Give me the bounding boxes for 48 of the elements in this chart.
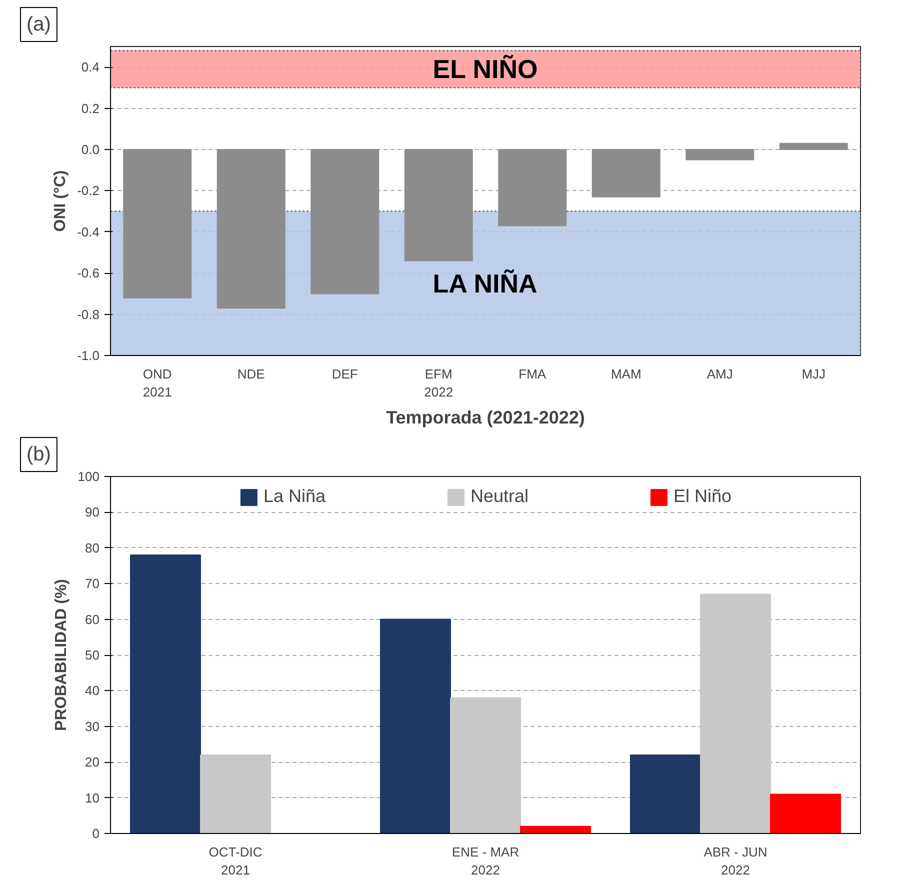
x-tick-label: OCT-DIC 2021 bbox=[208, 844, 262, 878]
x-tick-label: ENE - MAR 2022 bbox=[452, 844, 520, 878]
x-tick-label: MJJ bbox=[802, 366, 826, 382]
y-tick-label: 100 bbox=[78, 469, 100, 484]
text: (b) bbox=[26, 444, 51, 466]
y-tick-label: 20 bbox=[85, 754, 100, 770]
y-tick-label: 0 bbox=[92, 826, 100, 841]
y-tick-label: 50 bbox=[85, 648, 100, 662]
bar bbox=[130, 554, 201, 834]
y-tick-label: 10 bbox=[85, 790, 100, 806]
bar bbox=[630, 754, 701, 834]
x-tick-label: AMJ bbox=[706, 366, 733, 382]
text: (a) bbox=[26, 14, 51, 36]
y-axis-title: ONI (°C) bbox=[52, 170, 70, 232]
y-tick-label: 40 bbox=[85, 683, 100, 698]
band-label: EL NIÑO bbox=[432, 54, 538, 84]
legend-label: Neutral bbox=[470, 486, 529, 507]
y-axis-title: PROBABILIDAD (%) bbox=[52, 578, 70, 731]
x-tick-label: EFM 2022 bbox=[424, 366, 454, 400]
x-axis-title: Temporada (2021-2022) bbox=[386, 408, 585, 428]
y-tick-label: 0.2 bbox=[81, 100, 100, 116]
x-tick-label: DEF bbox=[332, 366, 358, 382]
x-tick-label: ABR - JUN 2022 bbox=[704, 844, 768, 878]
y-tick-label: 0.0 bbox=[81, 142, 100, 157]
y-tick-label: 60 bbox=[85, 612, 100, 627]
y-tick-label: 0.4 bbox=[81, 60, 100, 75]
y-tick-label: -0.6 bbox=[77, 266, 100, 281]
bar bbox=[700, 594, 771, 834]
y-tick-label: 90 bbox=[85, 504, 100, 520]
bar bbox=[380, 618, 451, 834]
y-tick-label: 70 bbox=[85, 576, 100, 592]
legend-label: El Niño bbox=[674, 486, 732, 507]
x-tick-label: NDE bbox=[237, 366, 266, 382]
legend-label: La Niña bbox=[263, 486, 326, 507]
bar bbox=[770, 794, 841, 834]
y-tick-label: -1.0 bbox=[77, 348, 100, 363]
x-tick-label: FMA bbox=[518, 366, 546, 382]
band-label: LA NIÑA bbox=[432, 268, 538, 298]
y-tick-label: 80 bbox=[85, 540, 100, 556]
y-tick-label: 30 bbox=[85, 718, 100, 734]
bar bbox=[450, 697, 521, 834]
y-tick-label: -0.4 bbox=[77, 224, 100, 240]
bar bbox=[200, 754, 271, 834]
x-tick-label: OND 2021 bbox=[142, 366, 172, 400]
y-tick-label: -0.8 bbox=[77, 306, 100, 322]
bar bbox=[520, 826, 591, 834]
x-tick-label: MAM bbox=[610, 366, 642, 382]
y-tick-label: -0.2 bbox=[77, 183, 100, 198]
